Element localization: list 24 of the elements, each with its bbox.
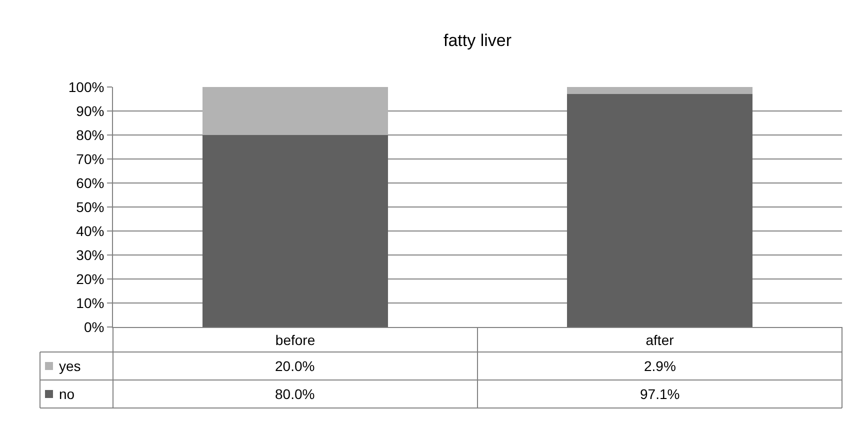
chart-title: fatty liver — [443, 30, 512, 50]
y-tick-label: 50% — [76, 198, 104, 215]
y-tick-label: 20% — [76, 270, 104, 287]
data-label: 2.9% — [644, 358, 676, 374]
bar — [566, 87, 753, 94]
x-tick-label: before — [275, 332, 316, 348]
y-tick-label: 30% — [76, 246, 104, 263]
bar — [202, 87, 388, 135]
y-tick-label: 60% — [76, 174, 104, 191]
y-tick-label: 10% — [76, 294, 104, 311]
y-tick-label: 0% — [84, 318, 104, 335]
data-label: 80.0% — [275, 386, 315, 402]
y-tick-label: 80% — [76, 126, 104, 143]
y-tick-label: 100% — [68, 78, 104, 95]
legend-label: no — [59, 386, 75, 402]
x-tick-label: after — [646, 332, 674, 348]
y-tick-label: 40% — [76, 222, 104, 239]
legend-label: yes — [59, 358, 81, 374]
bar — [202, 135, 388, 327]
bar — [566, 94, 753, 327]
data-label: 97.1% — [640, 386, 680, 402]
y-tick-label: 70% — [76, 150, 104, 167]
data-label: 20.0% — [275, 358, 315, 374]
y-tick-label: 90% — [76, 102, 104, 119]
